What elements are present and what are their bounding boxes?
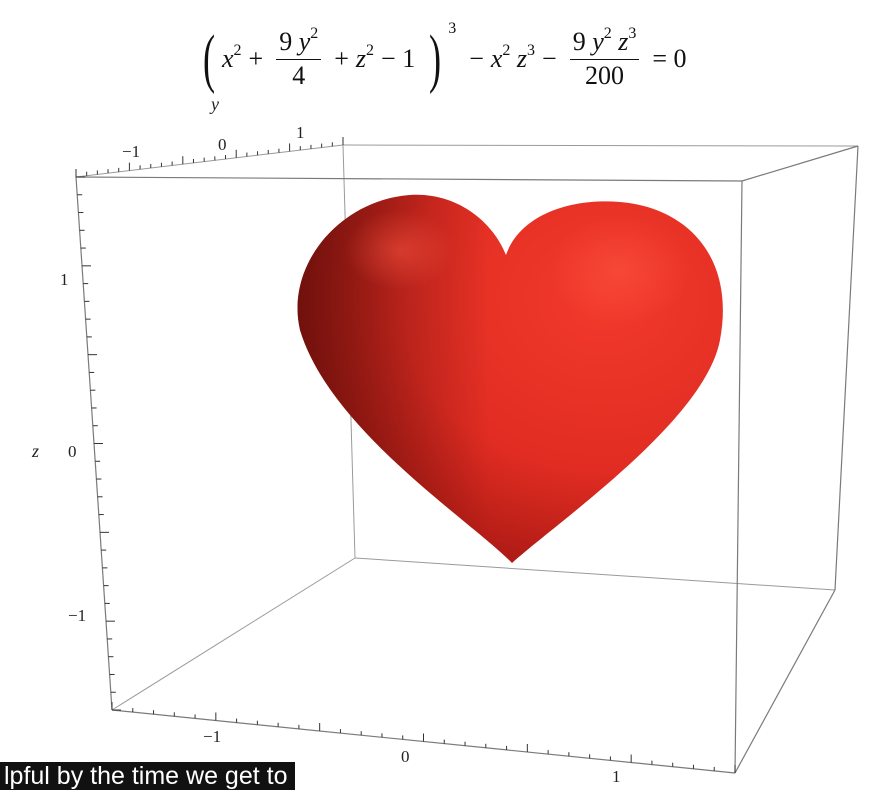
left-paren: ( (202, 22, 216, 95)
heart-highlight-left (345, 210, 455, 290)
eq-fraction-2: 9 y2 z3 200 (569, 25, 640, 90)
eq-fraction-1-denominator: 4 (292, 60, 306, 90)
eq-equals-zero: = 0 (652, 44, 687, 73)
x-tick-label: −1 (203, 727, 221, 746)
eq-minus: − (542, 44, 557, 73)
y-tick-label: 0 (218, 135, 227, 154)
eq-minus-one: − 1 (381, 44, 416, 73)
z-tick-label: 1 (60, 270, 69, 289)
z-tick-label: −1 (68, 606, 86, 625)
eq-term-z2: z2 (355, 42, 375, 74)
eq-fraction-2-numerator: 9 y2 z3 (569, 25, 640, 60)
heart-highlight-right (550, 215, 690, 325)
eq-fraction-2-denominator: 200 (585, 60, 625, 90)
eq-plus: + (248, 44, 264, 73)
equation-title: ( x2 + 9 y2 4 + z2 − 1 ) 3 − x2 z3 − 9 y… (196, 14, 694, 104)
eq-minus: − (469, 44, 484, 73)
box-back-edges (75, 144, 859, 711)
y-axis-label: y (209, 94, 219, 114)
heart-surface-icon (297, 194, 723, 563)
eq-fraction-1: 9 y2 4 (276, 25, 322, 90)
y-tick-label: 1 (296, 123, 305, 142)
y-tick-label: −1 (122, 142, 140, 161)
z-axis-label: z (31, 441, 39, 461)
eq-cube-exponent: 3 (448, 20, 457, 37)
eq-plus: + (334, 44, 349, 73)
axis-ticks (75, 137, 736, 773)
z-tick-label: 0 (68, 442, 77, 461)
video-caption: lpful by the time we get to (0, 762, 296, 790)
x-tick-label: 1 (612, 767, 621, 786)
eq-term-x2z3: x2 z3 (490, 42, 536, 74)
right-paren: ) (429, 22, 442, 95)
x-tick-label: 0 (401, 747, 410, 766)
eq-term-x2: x2 (221, 42, 242, 74)
eq-fraction-1-numerator: 9 y2 (276, 25, 322, 60)
